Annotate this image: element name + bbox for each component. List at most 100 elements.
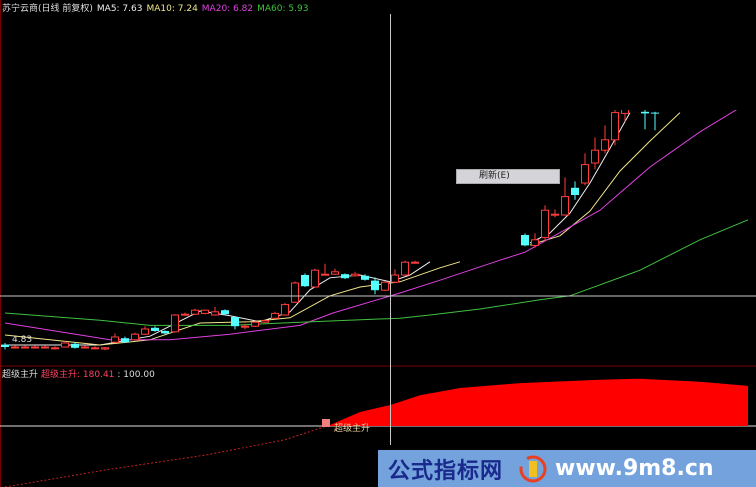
candle bbox=[531, 233, 539, 248]
candle bbox=[141, 326, 149, 335]
candle-body bbox=[591, 149, 599, 164]
candle bbox=[171, 314, 179, 333]
candle bbox=[191, 308, 199, 315]
candle bbox=[231, 316, 239, 330]
candle bbox=[11, 345, 19, 349]
candle bbox=[1, 343, 9, 350]
candle bbox=[101, 347, 109, 351]
candle-body bbox=[381, 281, 389, 291]
candle-body bbox=[641, 111, 649, 114]
candle bbox=[21, 345, 29, 349]
stock-title: 苏宁云商(日线 前复权) bbox=[2, 4, 93, 14]
candle-body bbox=[211, 311, 219, 316]
candle-body bbox=[221, 310, 229, 315]
candle-body bbox=[551, 213, 559, 216]
candle-body bbox=[251, 321, 259, 327]
candle bbox=[621, 110, 629, 122]
candle bbox=[611, 110, 619, 146]
candle-body bbox=[361, 275, 369, 280]
candle-body bbox=[111, 336, 119, 343]
candle bbox=[371, 277, 379, 295]
candle-body bbox=[1, 344, 9, 347]
menu-item-refresh[interactable]: 刷新(E) bbox=[479, 171, 510, 181]
candle-body bbox=[321, 273, 329, 276]
candle bbox=[311, 268, 319, 288]
candle-body bbox=[121, 338, 129, 343]
ma5-value: MA5: 7.63 bbox=[96, 4, 143, 14]
candle bbox=[361, 274, 369, 281]
candle-body bbox=[581, 164, 589, 184]
indicator-name[interactable]: 超级主升 bbox=[2, 370, 39, 380]
candle bbox=[241, 323, 249, 330]
candle bbox=[121, 336, 129, 343]
indicator-value: 超级主升: 180.41 bbox=[41, 370, 115, 380]
candle bbox=[381, 281, 389, 291]
candle bbox=[221, 309, 229, 315]
candle bbox=[151, 326, 159, 332]
candle bbox=[291, 281, 299, 303]
candle-body bbox=[341, 274, 349, 279]
candle-body bbox=[201, 309, 209, 314]
candle bbox=[641, 110, 649, 130]
candle-body bbox=[101, 347, 109, 350]
candle-body bbox=[151, 327, 159, 331]
candle-body bbox=[571, 187, 579, 195]
candle-body bbox=[241, 325, 249, 328]
candle-body bbox=[561, 196, 569, 216]
context-menu: 刷新(E) bbox=[456, 169, 560, 184]
chart-header: 苏宁云商(日线 前复权) MA5: 7.63 MA10: 7.24 MA20: 6.8… bbox=[2, 1, 312, 14]
indicator-header: 超级主升 超级主升: 180.41: 100.00 bbox=[2, 367, 158, 380]
candle bbox=[581, 153, 589, 186]
candle-body bbox=[611, 112, 619, 141]
candle bbox=[561, 177, 569, 216]
candle-body bbox=[81, 346, 89, 349]
candle-body bbox=[401, 261, 409, 276]
candle-body bbox=[301, 275, 309, 287]
candle bbox=[61, 340, 69, 348]
candle bbox=[601, 125, 609, 154]
signal-marker-icon bbox=[322, 419, 330, 427]
candle bbox=[41, 345, 49, 349]
candle bbox=[281, 303, 289, 316]
candle-body bbox=[21, 346, 29, 349]
candle bbox=[411, 260, 419, 264]
candle bbox=[211, 307, 219, 316]
candle bbox=[201, 309, 209, 315]
candle-body bbox=[231, 317, 239, 327]
candle-body bbox=[71, 343, 79, 348]
candle bbox=[31, 345, 39, 349]
candle-body bbox=[191, 309, 199, 315]
candle bbox=[71, 342, 79, 349]
ma20-line bbox=[4, 110, 737, 341]
ma10-value: MA10: 7.24 bbox=[146, 4, 198, 14]
candle-body bbox=[161, 331, 169, 334]
candle-body bbox=[371, 280, 379, 291]
watermark-logo-icon bbox=[519, 455, 547, 482]
candle-body bbox=[61, 342, 69, 348]
candle bbox=[301, 273, 309, 287]
candle-body bbox=[131, 333, 139, 341]
candle bbox=[401, 260, 409, 276]
ma10-line bbox=[4, 261, 461, 346]
candle-body bbox=[531, 239, 539, 246]
candle bbox=[651, 111, 659, 131]
candle bbox=[261, 319, 269, 323]
candle-body bbox=[601, 139, 609, 151]
candle-body bbox=[261, 320, 269, 323]
candle bbox=[321, 263, 329, 276]
candle bbox=[521, 233, 529, 247]
candle-body bbox=[281, 304, 289, 316]
candle bbox=[81, 345, 89, 349]
candle-body bbox=[51, 347, 59, 350]
candle-body bbox=[391, 274, 399, 283]
candle bbox=[571, 181, 579, 200]
candle-body bbox=[411, 261, 419, 264]
candle-body bbox=[621, 110, 629, 114]
low-price-label: 4.83 bbox=[12, 335, 33, 345]
candle-body bbox=[41, 346, 49, 349]
candle bbox=[271, 311, 279, 319]
indicator-area bbox=[330, 378, 748, 426]
candle-body bbox=[291, 282, 299, 303]
candle-body bbox=[521, 235, 529, 246]
